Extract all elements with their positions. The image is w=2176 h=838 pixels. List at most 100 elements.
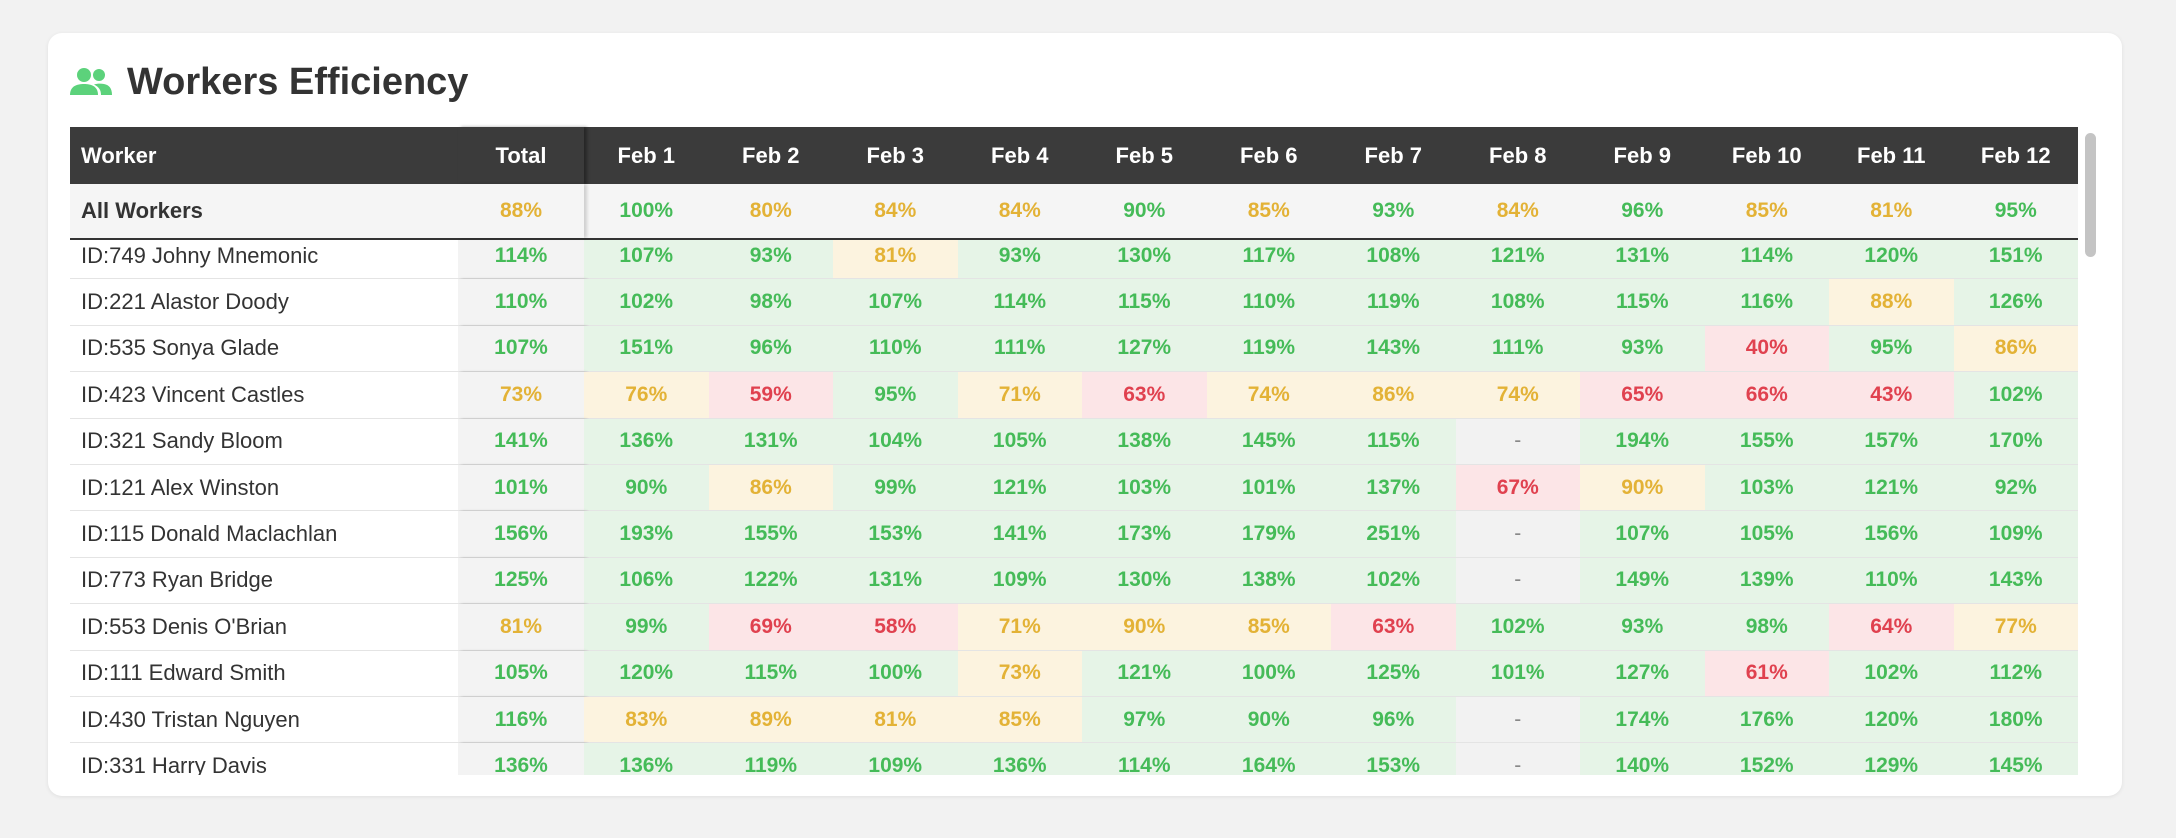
day-cell: 155% — [1704, 418, 1829, 464]
table-body: ID:749 Johny Mnemonic 114% 107% 93% 81% 93% 13… — [70, 240, 2078, 775]
day-cell: 99% — [584, 604, 709, 650]
column-header[interactable]: Feb 9 — [1613, 142, 1671, 168]
day-cell: 114% — [1082, 743, 1207, 775]
day-cell: 122% — [708, 557, 833, 604]
day-cell: 116% — [1704, 279, 1829, 325]
worker-row[interactable]: ID:121 Alex Winston 101% 90% 86% 99% 121% 103%… — [70, 464, 2078, 512]
day-cell: 120% — [1829, 240, 1954, 279]
day-cell: 95% — [833, 372, 958, 418]
worker-row[interactable]: ID:430 Tristan Nguyen 116% 83% 89% 81% 85% 97%… — [70, 696, 2078, 744]
column-header[interactable]: Feb 11 — [1857, 142, 1926, 168]
summary-cell: 84% — [874, 199, 917, 222]
day-cell: 109% — [1953, 511, 2078, 557]
summary-cell: 90% — [1123, 199, 1166, 222]
day-cell: 107% — [1580, 511, 1705, 557]
day-cell: 90% — [1580, 464, 1705, 511]
day-cell: 76% — [584, 372, 709, 418]
day-cell: 86% — [1953, 325, 2078, 372]
day-cell: - — [1455, 557, 1580, 604]
column-header[interactable]: Feb 3 — [866, 142, 924, 168]
column-header[interactable]: Worker — [81, 142, 157, 168]
day-cell: 85% — [957, 696, 1082, 743]
table-rows: ID:749 Johny Mnemonic 114% 107% 93% 81% 93% 13… — [70, 240, 2078, 775]
day-cell: 77% — [1953, 604, 2078, 650]
day-cell: 114% — [1704, 240, 1829, 279]
column-header[interactable]: Feb 1 — [617, 142, 675, 168]
day-cell: 92% — [1953, 464, 2078, 511]
column-header[interactable]: Feb 7 — [1364, 142, 1422, 168]
summary-cell: 81% — [1870, 199, 1913, 222]
day-cell: 136% — [584, 418, 709, 464]
day-cell: 111% — [957, 325, 1082, 372]
day-cell: 115% — [708, 650, 833, 696]
worker-row[interactable]: ID:773 Ryan Bridge 125% 106% 122% 131% 109% 13… — [70, 557, 2078, 605]
day-cell: 90% — [1082, 604, 1207, 650]
day-cell: 251% — [1331, 511, 1456, 557]
day-cell: 129% — [1829, 743, 1954, 775]
worker-row[interactable]: ID:111 Edward Smith 105% 120% 115% 100% 73% 12… — [70, 650, 2078, 697]
day-cell: 176% — [1704, 696, 1829, 743]
day-cell: 93% — [1580, 604, 1705, 650]
column-header[interactable]: Feb 10 — [1731, 142, 1802, 168]
day-cell: 74% — [1455, 372, 1580, 418]
day-cell: 110% — [1206, 279, 1331, 325]
day-cell: 98% — [708, 279, 833, 325]
day-cell: 58% — [833, 604, 958, 650]
column-header[interactable]: Feb 12 — [1980, 142, 2051, 168]
day-cell: 131% — [708, 418, 833, 464]
column-header[interactable]: Feb 4 — [991, 142, 1049, 168]
day-cell: 152% — [1704, 743, 1829, 775]
worker-name: ID:111 Edward Smith — [81, 660, 286, 686]
day-cell: 156% — [1829, 511, 1954, 557]
column-header[interactable]: Feb 5 — [1115, 142, 1173, 168]
worker-row[interactable]: ID:321 Sandy Bloom 141% 136% 131% 104% 105% 13… — [70, 418, 2078, 465]
day-cell: 102% — [1331, 557, 1456, 604]
day-cell: 99% — [833, 464, 958, 511]
worker-row[interactable]: ID:331 Harry Davis 136% 136% 119% 109% 136% 11… — [70, 743, 2078, 775]
day-cell: 139% — [1704, 557, 1829, 604]
day-cell: 121% — [957, 464, 1082, 511]
total-cell: 136% — [458, 743, 584, 775]
worker-row[interactable]: ID:115 Donald Maclachlan 156% 193% 155% 153%… — [70, 511, 2078, 558]
worker-name: ID:430 Tristan Nguyen — [81, 706, 300, 732]
column-header[interactable]: Feb 8 — [1489, 142, 1547, 168]
column-header[interactable]: Feb 2 — [742, 142, 800, 168]
summary-cell: 95% — [1994, 199, 2037, 222]
day-cell: 73% — [957, 650, 1082, 696]
summary-cell: 93% — [1372, 199, 1415, 222]
total-cell: 81% — [458, 604, 584, 650]
day-cell: 193% — [584, 511, 709, 557]
day-cell: 93% — [1580, 325, 1705, 372]
day-cell: 108% — [1331, 240, 1456, 279]
column-header[interactable]: Feb 6 — [1240, 142, 1298, 168]
day-cell: 173% — [1082, 511, 1207, 557]
day-cell: 100% — [1206, 650, 1331, 696]
day-cell: 69% — [708, 604, 833, 650]
day-cell: 131% — [1580, 240, 1705, 279]
worker-row[interactable]: ID:553 Denis O'Brian 81% 99% 69% 58% 71% 90% 85… — [70, 604, 2078, 651]
day-cell: 127% — [1082, 325, 1207, 372]
column-header[interactable]: Total — [458, 127, 584, 184]
worker-row[interactable]: ID:221 Alastor Doody 110% 102% 98% 107% 114% 1… — [70, 279, 2078, 326]
day-cell: 106% — [584, 557, 709, 604]
day-cell: 119% — [1206, 325, 1331, 372]
day-cell: 145% — [1953, 743, 2078, 775]
scrollbar[interactable] — [2085, 133, 2096, 257]
total-cell: 105% — [458, 650, 584, 696]
worker-name: ID:121 Alex Winston — [81, 474, 280, 500]
day-cell: 136% — [957, 743, 1082, 775]
worker-row[interactable]: ID:749 Johny Mnemonic 114% 107% 93% 81% 93% 13… — [70, 240, 2078, 280]
day-cell: 164% — [1206, 743, 1331, 775]
worker-row[interactable]: ID:423 Vincent Castles 73% 76% 59% 95% 71% 63%… — [70, 372, 2078, 419]
day-cell: 125% — [1331, 650, 1456, 696]
worker-row[interactable]: ID:535 Sonya Glade 107% 151% 96% 110% 111% 127… — [70, 325, 2078, 373]
day-cell: - — [1455, 511, 1580, 557]
day-cell: - — [1455, 743, 1580, 775]
summary-cell: 84% — [1496, 199, 1539, 222]
day-cell: 90% — [584, 464, 709, 511]
day-cell: 130% — [1082, 240, 1207, 279]
day-cell: 127% — [1580, 650, 1705, 696]
day-cell: 102% — [1829, 650, 1954, 696]
day-cell: 101% — [1206, 464, 1331, 511]
day-cell: 97% — [1082, 696, 1207, 743]
